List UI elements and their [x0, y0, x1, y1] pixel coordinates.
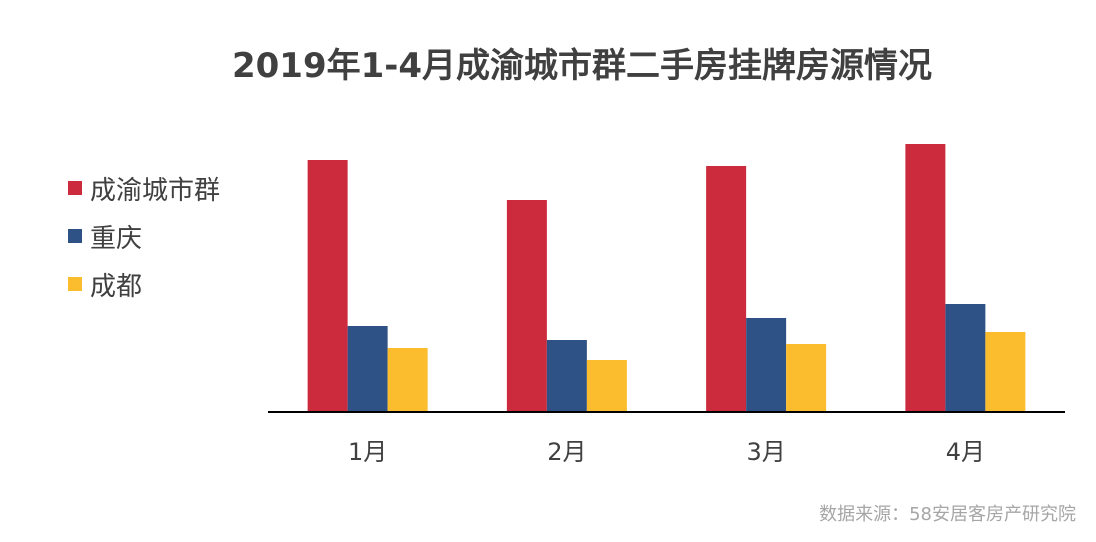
legend-item-series-2: 成都	[68, 260, 220, 308]
bar-series-1-cat-3	[945, 304, 986, 412]
legend-item-series-1: 重庆	[68, 212, 220, 260]
bar-series-2-cat-0	[387, 348, 428, 412]
legend-swatch-series-1	[68, 229, 82, 243]
bar-series-2-cat-1	[586, 360, 627, 412]
bar-series-0-cat-3	[905, 144, 946, 412]
x-tick-labels: 1月 2月 3月 4月	[348, 438, 985, 466]
legend-label-series-0: 成渝城市群	[90, 175, 221, 206]
bar-series-2-cat-2	[786, 344, 827, 412]
x-tick-label-3: 4月	[946, 438, 985, 466]
bar-series-2-cat-3	[985, 332, 1026, 412]
bar-series-0-cat-1	[506, 200, 547, 412]
legend-label-series-1: 重庆	[90, 223, 143, 254]
chart-title: 2019年1-4月成渝城市群二手房挂牌房源情况	[231, 46, 933, 86]
x-tick-label-1: 2月	[547, 438, 586, 466]
source-note: 数据来源：58安居客房产研究院	[819, 504, 1076, 525]
bar-series-0-cat-2	[706, 166, 747, 412]
bar-series-0-cat-0	[307, 160, 348, 412]
bar-series-1-cat-0	[347, 326, 388, 412]
legend-swatch-series-2	[68, 277, 82, 291]
bar-series-1-cat-1	[546, 340, 587, 412]
legend-swatch-series-0	[68, 181, 82, 195]
legend-item-series-0: 成渝城市群	[68, 164, 220, 212]
legend: 成渝城市群 重庆 成都	[68, 164, 220, 308]
x-tick-label-0: 1月	[348, 438, 387, 466]
legend-label-series-2: 成都	[90, 271, 143, 302]
bars-group	[307, 144, 1026, 412]
x-tick-label-2: 3月	[746, 438, 785, 466]
bar-series-1-cat-2	[746, 318, 787, 412]
